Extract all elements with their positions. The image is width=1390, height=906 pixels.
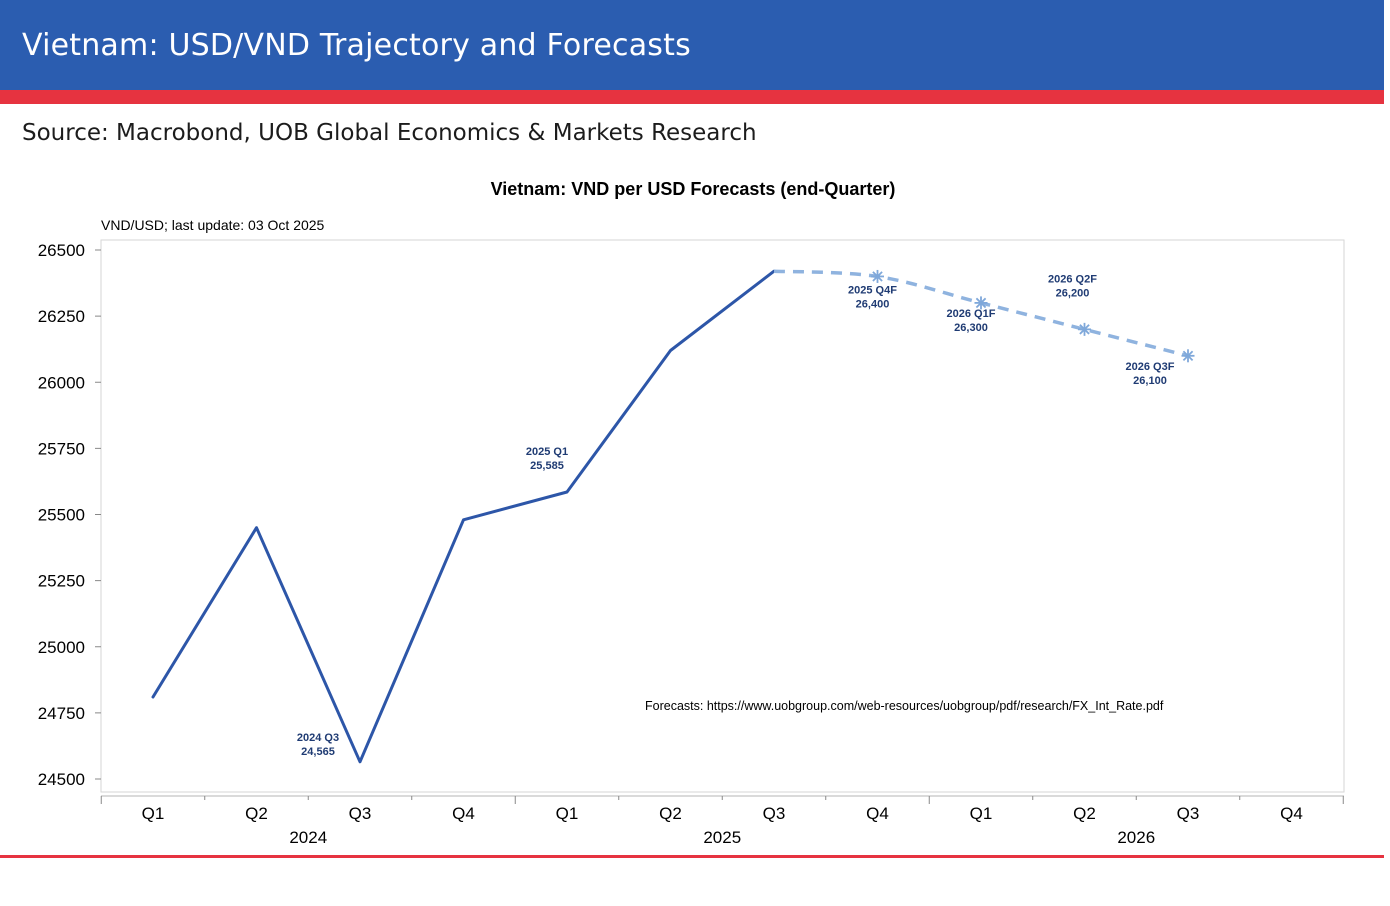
forecast-point-marker xyxy=(1181,349,1195,363)
y-tick-label: 24750 xyxy=(38,704,85,723)
forecast-footnote: Forecasts: https://www.uobgroup.com/web-… xyxy=(645,699,1164,713)
data-label: 2026 Q1F 26,300 xyxy=(947,308,996,334)
y-tick-label: 25750 xyxy=(38,439,85,458)
bottom-rule xyxy=(0,855,1384,858)
data-label: 2026 Q2F 26,200 xyxy=(1048,273,1097,299)
y-tick-label: 25500 xyxy=(38,506,85,525)
forecast-point-marker xyxy=(974,296,988,310)
data-label: 2025 Q1 25,585 xyxy=(526,446,568,472)
forecast-point-marker xyxy=(1078,322,1091,336)
x-quarter-label: Q2 xyxy=(245,804,268,823)
x-quarter-label: Q3 xyxy=(349,804,372,823)
data-label: 2024 Q3 24,565 xyxy=(297,732,339,758)
chart-title: Vietnam: VND per USD Forecasts (end-Quar… xyxy=(491,179,896,199)
x-year-label: 2024 xyxy=(289,828,327,847)
x-quarter-label: Q3 xyxy=(1177,804,1200,823)
accent-stripe xyxy=(0,90,1384,104)
source-note: Source: Macrobond, UOB Global Economics … xyxy=(22,120,757,146)
x-quarter-label: Q1 xyxy=(556,804,579,823)
y-tick-label: 26000 xyxy=(38,373,85,392)
x-quarter-label: Q4 xyxy=(866,804,889,823)
x-quarter-label: Q4 xyxy=(1280,804,1303,823)
x-quarter-label: Q2 xyxy=(1073,804,1096,823)
data-label: 2025 Q4F 26,400 xyxy=(848,284,897,310)
y-axis: 26500 26250 26000 25750 25500 25250 25000 24750… xyxy=(38,241,101,789)
x-year-label: 2026 xyxy=(1117,828,1155,847)
data-label: 2026 Q3F 26,100 xyxy=(1126,361,1175,387)
title-banner: Vietnam: USD/VND Trajectory and Forecast… xyxy=(0,0,1384,90)
x-axis: Q1 Q2 Q3 Q4 Q1 Q2 Q3 Q4 Q1 Q2 Q3 Q4 2024 2025 2026 xyxy=(100,795,1344,847)
x-quarter-label: Q2 xyxy=(659,804,682,823)
x-quarter-label: Q1 xyxy=(142,804,165,823)
y-tick-label: 24500 xyxy=(38,770,85,789)
x-quarter-label: Q4 xyxy=(452,804,475,823)
annotation-layer: 2024 Q3 24,565 2025 Q1 25,585 2025 Q4F 26,400… xyxy=(297,273,1175,757)
y-tick-label: 26500 xyxy=(38,241,85,260)
y-tick-label: 25000 xyxy=(38,638,85,657)
page-title: Vietnam: USD/VND Trajectory and Forecast… xyxy=(22,28,691,63)
x-year-label: 2025 xyxy=(703,828,741,847)
series-layer xyxy=(151,269,1195,764)
actual-series-line xyxy=(151,269,776,764)
x-quarter-label: Q3 xyxy=(763,804,786,823)
plot-area xyxy=(100,239,1345,793)
y-tick-label: 26250 xyxy=(38,307,85,326)
forecast-point-marker xyxy=(871,269,884,283)
unit-note: VND/USD; last update: 03 Oct 2025 xyxy=(101,217,325,233)
x-quarter-label: Q1 xyxy=(970,804,993,823)
y-tick-label: 25250 xyxy=(38,572,85,591)
